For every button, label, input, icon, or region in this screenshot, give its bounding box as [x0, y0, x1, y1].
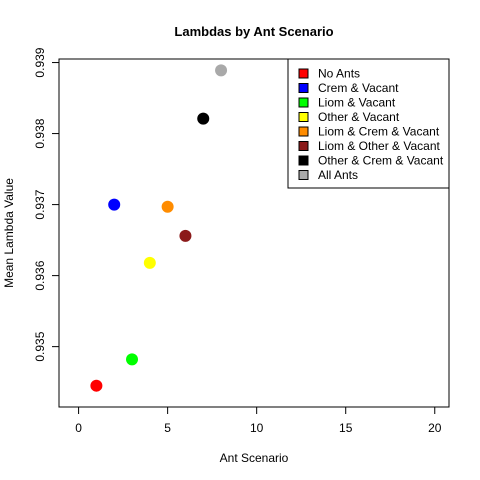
y-tick-label: 0.937	[33, 189, 47, 219]
data-point	[179, 229, 192, 242]
legend-swatch	[298, 83, 309, 93]
x-axis-label: Ant Scenario	[220, 451, 289, 465]
y-tick-label: 0.939	[33, 47, 47, 77]
data-point	[161, 200, 174, 213]
y-tick-label: 0.938	[33, 118, 47, 148]
legend-label: Liom & Crem & Vacant	[318, 125, 440, 139]
legend-swatch	[298, 68, 309, 79]
y-axis: 0.935 0.936 0.937 0.938 0.939	[33, 47, 60, 362]
x-tick-label: 10	[250, 421, 264, 435]
legend-label: Crem & Vacant	[318, 81, 399, 95]
data-point	[143, 256, 156, 269]
data-points	[90, 64, 228, 392]
legend-swatch	[298, 141, 309, 151]
data-point	[108, 198, 121, 211]
legend-swatch	[298, 97, 309, 108]
legend-label: Liom & Other & Vacant	[318, 139, 441, 153]
legend-swatch	[298, 126, 309, 137]
data-point	[197, 112, 210, 125]
legend-box	[287, 58, 450, 189]
x-axis: 0 5 10 15 20	[75, 406, 442, 435]
legend-swatch	[298, 155, 309, 166]
legend-label: Other & Vacant	[318, 110, 400, 124]
legend-label: Other & Crem & Vacant	[318, 154, 444, 168]
legend-label: Liom & Vacant	[318, 96, 396, 110]
x-tick-label: 20	[428, 421, 442, 435]
x-tick-label: 5	[164, 421, 171, 435]
x-tick-label: 15	[339, 421, 353, 435]
legend-swatch	[298, 170, 309, 180]
y-tick-label: 0.936	[33, 260, 47, 290]
legend-label: No Ants	[318, 67, 360, 81]
x-tick-label: 0	[75, 421, 82, 435]
data-point	[90, 379, 103, 392]
data-point	[126, 353, 139, 366]
chart-title: Lambdas by Ant Scenario	[174, 24, 333, 39]
legend-label: All Ants	[318, 168, 358, 182]
y-axis-label: Mean Lambda Value	[2, 178, 16, 288]
legend-swatch	[298, 112, 309, 122]
y-tick-label: 0.935	[33, 331, 47, 361]
data-point	[215, 64, 228, 77]
